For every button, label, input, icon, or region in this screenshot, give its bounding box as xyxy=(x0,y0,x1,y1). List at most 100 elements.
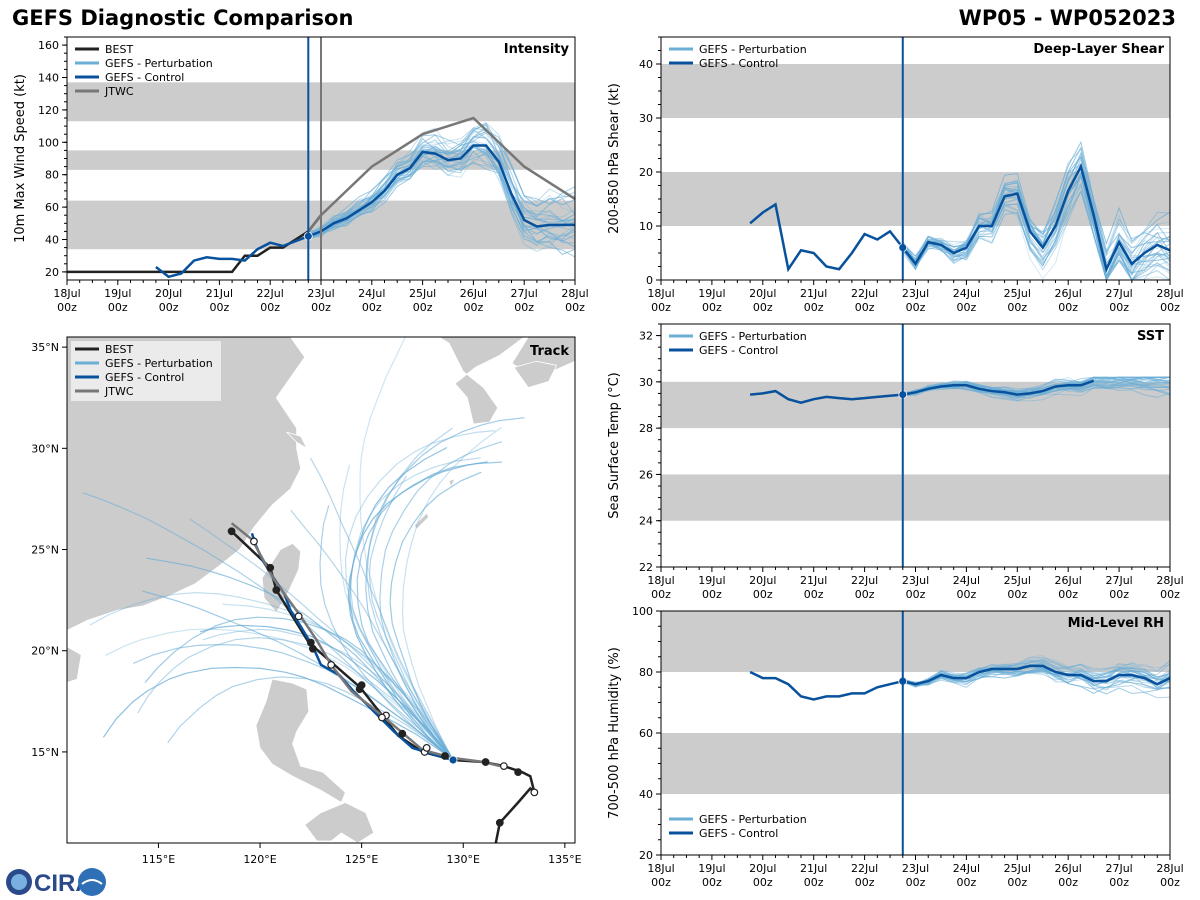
best-track-marker xyxy=(441,752,449,760)
threshold-band xyxy=(661,733,1170,794)
lat-tick-label: 35°N xyxy=(31,341,59,354)
threshold-band xyxy=(661,381,1170,429)
best-track-marker xyxy=(530,788,539,797)
x-tick-label: 21Jul 00z xyxy=(800,862,827,889)
x-tick-label: 26Jul 00z xyxy=(460,287,487,314)
y-axis-label: Sea Surface Temp (°C) xyxy=(607,372,622,519)
y-tick-label: 26 xyxy=(639,468,653,481)
x-tick-label: 28Jul 00z xyxy=(561,287,588,314)
perturbation-track xyxy=(146,557,454,761)
land-polygon xyxy=(286,431,308,450)
perturbation-track xyxy=(347,461,488,761)
y-tick-label: 60 xyxy=(639,727,653,740)
perturbation-track xyxy=(366,427,454,761)
x-tick-label: 26Jul 00z xyxy=(1055,862,1082,889)
y-tick-label: 20 xyxy=(639,166,653,179)
y-tick-label: 60 xyxy=(45,201,59,214)
series-line-jtwc xyxy=(307,116,575,233)
perturbation-track xyxy=(319,505,454,761)
perturbation-member-line xyxy=(902,190,1170,280)
threshold-band xyxy=(661,474,1170,521)
logo-globe-inner-icon xyxy=(11,874,27,890)
y-tick-label: 20 xyxy=(639,849,653,862)
panel-frame xyxy=(66,336,576,844)
legend-label: JTWC xyxy=(104,385,134,398)
perturbation-track xyxy=(167,676,454,761)
threshold-band xyxy=(661,64,1170,118)
x-tick-label: 27Jul 00z xyxy=(1105,287,1132,314)
x-tick-label: 23Jul 00z xyxy=(902,287,929,314)
perturbation-track xyxy=(349,446,454,761)
best-track-marker xyxy=(306,638,315,647)
lat-tick-label: 15°N xyxy=(31,746,59,759)
x-tick-label: 22Jul 00z xyxy=(851,287,878,314)
plot-area xyxy=(67,37,575,280)
panel-title: Deep-Layer Shear xyxy=(1033,42,1164,57)
y-axis-label: 200-850 hPa Shear (kt) xyxy=(607,83,622,234)
legend-label: GEFS - Perturbation xyxy=(105,57,213,70)
y-tick-label: 80 xyxy=(45,169,59,182)
best-track-marker xyxy=(514,768,523,777)
lon-tick-label: 130°E xyxy=(447,853,480,866)
x-tick-label: 24Jul 00z xyxy=(953,574,980,601)
panel-frame xyxy=(660,323,1171,568)
legend-label: JTWC xyxy=(104,85,134,98)
perturbation-track xyxy=(389,471,482,761)
perturbation-track xyxy=(102,666,454,761)
y-tick-label: 30 xyxy=(639,112,653,125)
x-tick-label: 25Jul 00z xyxy=(409,287,436,314)
lat-tick-label: 25°N xyxy=(31,544,59,557)
legend-label: GEFS - Perturbation xyxy=(699,43,807,56)
legend-label: GEFS - Perturbation xyxy=(699,813,807,826)
perturbation-member-line xyxy=(308,146,575,240)
legend-label: GEFS - Perturbation xyxy=(699,330,807,343)
x-tick-label: 28Jul 00z xyxy=(1156,287,1183,314)
perturbation-track xyxy=(368,475,454,761)
perturbation-member-line xyxy=(902,381,1170,402)
y-tick-label: 140 xyxy=(38,72,59,85)
y-tick-label: 22 xyxy=(639,561,653,574)
x-tick-label: 25Jul 00z xyxy=(1004,862,1031,889)
x-tick-label: 24Jul 00z xyxy=(953,287,980,314)
x-tick-label: 20Jul 00z xyxy=(155,287,182,314)
plot-area xyxy=(661,611,1170,855)
control-init-marker xyxy=(448,755,458,765)
perturbation-member-line xyxy=(902,171,1170,271)
y-tick-label: 28 xyxy=(639,422,653,435)
panel-title: Track xyxy=(530,344,569,359)
x-tick-label: 21Jul 00z xyxy=(206,287,233,314)
logo-emblem-icon xyxy=(78,868,106,896)
y-tick-label: 80 xyxy=(639,666,653,679)
perturbation-member-line xyxy=(902,663,1170,685)
x-tick-label: 22Jul 00z xyxy=(851,862,878,889)
plot-area xyxy=(661,37,1170,280)
threshold-band xyxy=(661,611,1170,672)
storm-id-title: WP05 - WP052023 xyxy=(958,6,1176,30)
figure-title: GEFS Diagnostic Comparison xyxy=(12,6,354,30)
perturbation-track xyxy=(137,636,454,761)
series-line-gefs-control xyxy=(749,664,1170,701)
land-polygon xyxy=(448,478,456,488)
perturbation-member-line xyxy=(902,657,1170,688)
x-tick-label: 19Jul 00z xyxy=(698,574,725,601)
legend-label: GEFS - Control xyxy=(105,71,184,84)
perturbation-member-line xyxy=(902,172,1170,280)
perturbation-member-line xyxy=(902,380,1170,398)
legend-label: BEST xyxy=(105,43,133,56)
perturbation-member-line xyxy=(902,157,1170,272)
x-tick-label: 25Jul 00z xyxy=(1004,574,1031,601)
perturbation-member-line xyxy=(308,123,575,248)
best-track-marker xyxy=(398,729,407,738)
plot-area xyxy=(661,324,1170,567)
x-tick-label: 27Jul 00z xyxy=(1105,574,1132,601)
best-track-marker xyxy=(272,586,281,594)
y-tick-label: 120 xyxy=(38,104,59,117)
lon-tick-label: 115°E xyxy=(142,853,175,866)
perturbation-member-line xyxy=(308,132,575,238)
best-track-marker xyxy=(327,660,336,669)
land-polygon xyxy=(414,512,430,530)
lat-tick-label: 30°N xyxy=(31,442,59,455)
legend-label: GEFS - Perturbation xyxy=(105,357,213,370)
panel-track: 115°E 120°E 125°E 130°E 135°E 15°N 20°N 25°N 30°… xyxy=(31,336,582,866)
